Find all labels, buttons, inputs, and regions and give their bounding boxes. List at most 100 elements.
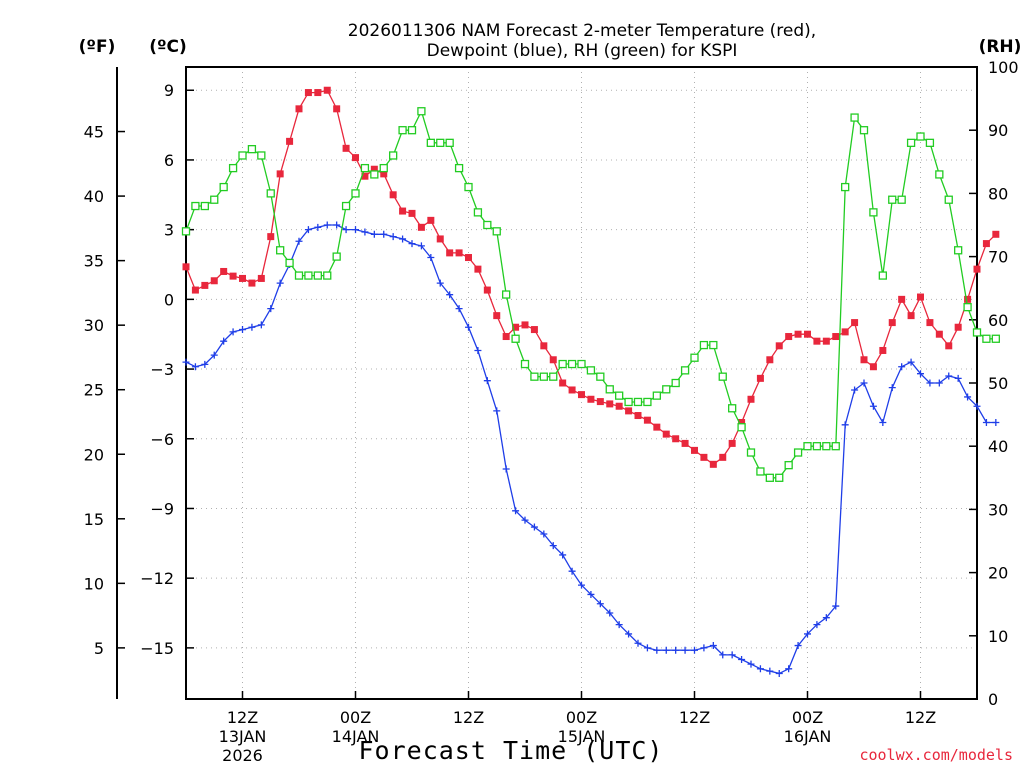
rh-point — [294, 271, 304, 280]
dewpoint-point — [352, 226, 359, 234]
rh-point — [266, 189, 275, 198]
dewpoint-point — [785, 665, 793, 673]
dewpoint-point — [813, 621, 821, 629]
rh-point — [464, 182, 473, 192]
rh-point — [228, 163, 238, 173]
dewpoint-point — [606, 609, 614, 617]
x-axis-title: Forecast Time (UTC) — [359, 736, 664, 765]
rh-point — [473, 208, 483, 217]
temperature-point — [191, 286, 199, 294]
dewpoint-point — [615, 621, 623, 629]
temperature-point — [314, 89, 322, 97]
rh-point — [567, 359, 577, 369]
temperature-point — [926, 319, 934, 327]
rh-point — [247, 145, 257, 154]
rh-tick-label: 80 — [988, 184, 1008, 203]
source-credit: coolwx.com/models — [859, 746, 1013, 764]
dewpoint-point — [634, 639, 642, 647]
temperature-point — [455, 249, 463, 257]
dewpoint-point — [370, 230, 378, 238]
rh-point — [549, 372, 558, 381]
rh-tick-label: 70 — [988, 248, 1008, 267]
dewpoint-point — [756, 665, 764, 673]
rh-point — [313, 271, 322, 280]
dewpoint-point — [229, 328, 237, 336]
rh-point — [238, 151, 247, 160]
dewpoint-point — [436, 279, 444, 287]
rh-tick-label: 30 — [988, 500, 1008, 519]
temperature-point — [286, 137, 294, 145]
dewpoint-point — [257, 321, 265, 329]
celsius-tick-label: −3 — [150, 360, 174, 379]
temperature-point — [465, 254, 472, 262]
dewpoint-point — [728, 651, 736, 659]
dewpoint-line — [185, 224, 996, 675]
rh-point — [407, 126, 417, 135]
temperature-point — [568, 386, 576, 394]
temperature-point — [756, 374, 764, 382]
rh-unit-label: (RH) — [979, 37, 1022, 57]
rh-point — [370, 170, 379, 179]
temperature-point — [342, 144, 350, 152]
dewpoint-point — [681, 646, 689, 654]
rh-tick-label: 60 — [988, 311, 1008, 330]
celsius-tick-label: −6 — [150, 430, 174, 449]
temperature-point — [239, 274, 246, 282]
temperature-point — [399, 207, 407, 215]
dewpoint-point — [549, 542, 557, 550]
temperature-point — [747, 395, 755, 403]
series-dewpoint — [182, 221, 1000, 677]
fahrenheit-tick-label: 15 — [84, 510, 104, 529]
dewpoint-point — [191, 363, 199, 371]
temperature-point — [681, 439, 689, 447]
dewpoint-point — [295, 237, 303, 245]
rh-point — [502, 290, 511, 299]
temperature-point — [804, 330, 811, 338]
time-tick-label: 12Z — [905, 708, 936, 727]
rh-point — [511, 334, 520, 343]
chart-title-line2: Dewpoint (blue), RH (green) for KSPI — [427, 41, 738, 61]
rh-point — [803, 442, 812, 451]
dewpoint-point — [917, 370, 924, 378]
dewpoint-point — [408, 240, 416, 248]
temperature-point — [493, 312, 501, 320]
dewpoint-point — [502, 465, 510, 473]
temperature-point — [578, 391, 585, 399]
rh-point — [323, 271, 332, 280]
dewpoint-point — [455, 305, 463, 313]
temperature-point — [408, 209, 416, 217]
rh-point — [351, 189, 360, 198]
temperature-point — [728, 439, 736, 447]
dewpoint-point — [860, 379, 868, 387]
rh-point — [765, 473, 774, 482]
rh-point — [200, 201, 209, 211]
rh-point — [756, 467, 765, 476]
temperature-point — [333, 105, 341, 113]
temperature-point — [323, 86, 331, 94]
rh-point — [775, 473, 784, 482]
temperature-point — [380, 170, 388, 178]
temperature-point — [370, 165, 378, 173]
time-tick-label: 00Z — [566, 708, 597, 727]
temperature-point — [935, 330, 943, 338]
rh-point — [784, 461, 793, 470]
rh-point — [285, 258, 294, 268]
temperature-point — [888, 319, 896, 327]
rh-point — [699, 340, 709, 350]
temperature-point — [474, 265, 482, 273]
rh-point — [360, 163, 370, 173]
rh-point — [850, 113, 859, 122]
dewpoint-point — [945, 372, 953, 380]
temperature-point — [907, 312, 915, 320]
rh-point — [257, 151, 266, 160]
temperature-point — [267, 233, 275, 241]
fahrenheit-tick-label: 5 — [94, 639, 104, 658]
rh-tick-label: 10 — [988, 627, 1008, 646]
rh-point — [935, 170, 944, 179]
dewpoint-point — [530, 523, 538, 531]
rh-point — [916, 132, 925, 141]
rh-point — [822, 442, 831, 451]
time-tick-date: 15JAN — [558, 727, 606, 746]
temperature-point — [945, 342, 953, 350]
rh-point — [520, 359, 530, 369]
